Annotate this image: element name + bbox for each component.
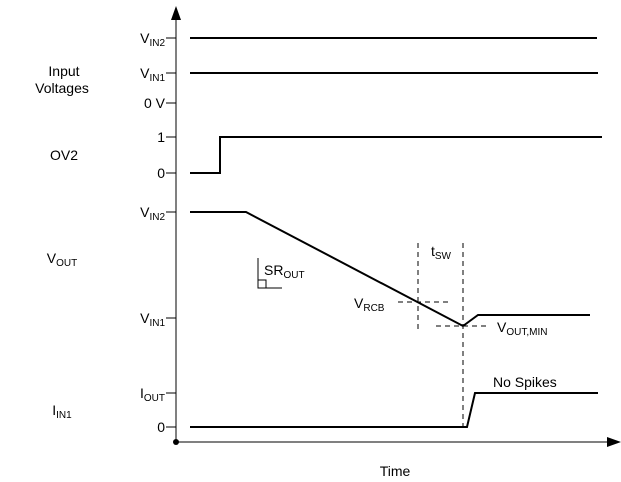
slew-icon: [257, 258, 282, 289]
x-arrow: [607, 437, 621, 447]
vout-wave: [190, 211, 590, 328]
group-label: VOUT: [47, 250, 77, 269]
origin: [173, 439, 179, 445]
tick-label: VIN1: [140, 310, 165, 329]
iout-wave: [190, 392, 598, 428]
x-axis-label: Time: [380, 463, 411, 479]
tick-label: VIN2: [140, 204, 165, 223]
tick-label: VIN1: [140, 65, 165, 84]
tsw-label: tSW: [431, 243, 452, 262]
sr-label: SROUT: [264, 262, 305, 281]
vrcb-label: VRCB: [354, 295, 385, 314]
tick-label: VIN2: [140, 30, 165, 49]
group-label: Input: [48, 63, 79, 79]
group-label: IIN1: [52, 402, 72, 421]
ticks: [166, 37, 176, 428]
tick-label: IOUT: [140, 385, 165, 404]
y-arrow: [171, 6, 181, 20]
group-label: OV2: [50, 147, 78, 163]
tick-label: 1: [157, 129, 165, 145]
ov2-wave: [190, 136, 602, 174]
voutmin-label: VOUT,MIN: [497, 319, 547, 338]
group-label: Voltages: [35, 80, 89, 96]
tick-label: 0: [157, 419, 165, 435]
no-spikes-label: No Spikes: [493, 374, 557, 390]
tick-label: 0 V: [144, 95, 166, 111]
tick-label: 0: [157, 165, 165, 181]
